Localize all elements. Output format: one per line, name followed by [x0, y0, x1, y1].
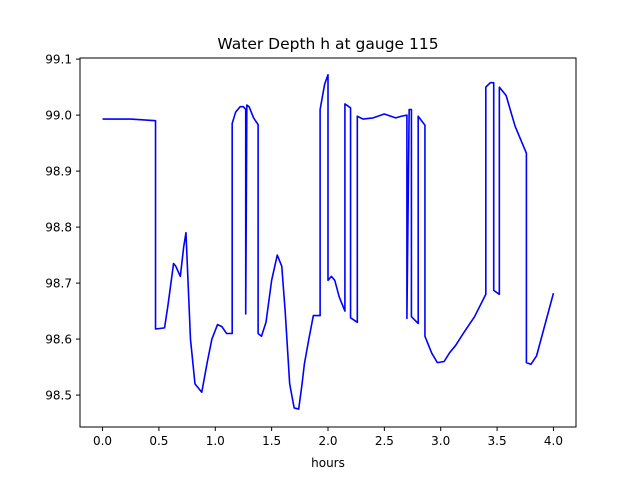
y-tick-label: 98.5 — [45, 389, 72, 403]
x-tick-label: 1.5 — [262, 434, 281, 448]
x-tick-label: 0.5 — [149, 434, 168, 448]
y-tick-label: 99.0 — [45, 109, 72, 123]
axes-frame — [79, 57, 577, 428]
x-axis-ticks: 0.0 0.5 1.0 1.5 2.0 2.5 3.0 3.5 4.0 — [93, 427, 563, 448]
y-tick-label: 98.9 — [45, 165, 72, 179]
x-tick-label: 2.5 — [375, 434, 394, 448]
y-tick-label: 98.6 — [45, 333, 72, 347]
y-tick-label: 98.8 — [45, 221, 72, 235]
x-tick-label: 4.0 — [544, 434, 563, 448]
plot-area — [102, 74, 555, 410]
x-tick-label: 1.0 — [206, 434, 225, 448]
x-tick-label: 3.0 — [431, 434, 450, 448]
y-tick-label: 98.7 — [45, 277, 72, 291]
x-tick-label: 2.0 — [318, 434, 337, 448]
x-tick-label: 0.0 — [93, 434, 112, 448]
x-axis-label: hours — [311, 456, 345, 470]
x-tick-label: 3.5 — [488, 434, 507, 448]
series-line-0 — [102, 74, 555, 410]
chart-title: Water Depth h at gauge 115 — [217, 35, 438, 53]
y-axis-ticks: 98.5 98.6 98.7 98.8 98.9 99.0 99.1 — [45, 53, 80, 403]
y-tick-label: 99.1 — [45, 53, 72, 67]
